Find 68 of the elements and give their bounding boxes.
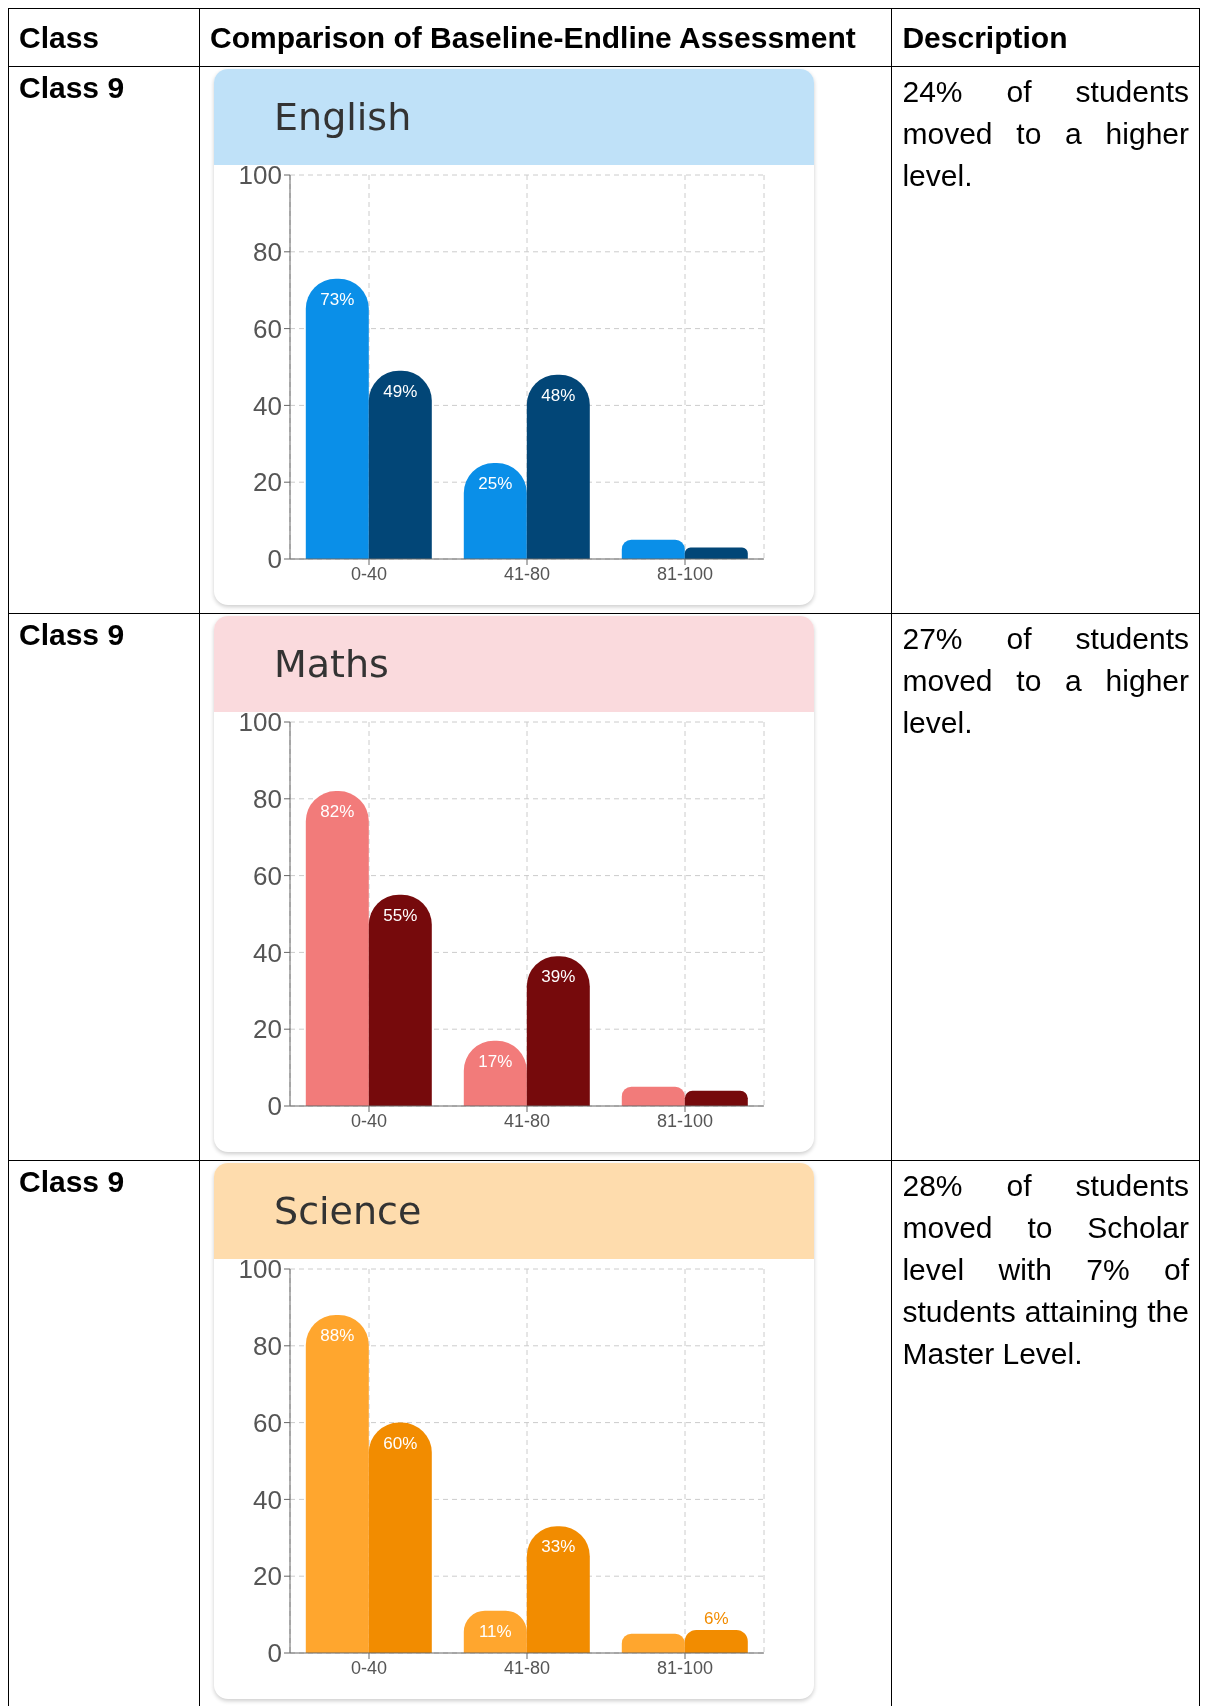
chart-title: Science	[274, 1189, 422, 1233]
y-tick-label: 100	[238, 160, 283, 191]
data-label: 11%	[478, 1621, 512, 1641]
y-tick-label: 60	[253, 1407, 283, 1438]
data-label: 25%	[478, 474, 513, 493]
data-label: 48%	[541, 385, 576, 405]
bar	[526, 1526, 590, 1653]
data-label: 49%	[383, 381, 418, 401]
y-tick-label: 20	[253, 1561, 283, 1592]
data-label: 60%	[383, 1433, 418, 1453]
y-tick-label: 20	[253, 1014, 283, 1045]
bar	[526, 956, 590, 1106]
text: 27% of students moved to a higher level.	[891, 613, 1200, 1161]
bar	[526, 374, 590, 559]
bar	[305, 1315, 369, 1653]
text: Class	[8, 8, 200, 67]
x-tick-label: 81-100	[657, 1657, 714, 1678]
data-label: 88%	[320, 1326, 355, 1346]
bar	[368, 1422, 432, 1653]
x-tick-label: 0-40	[351, 1110, 388, 1131]
chart-title: English	[274, 95, 412, 139]
text: Comparison of Baseline-Endline Assessment	[199, 8, 892, 67]
chart-title: Maths	[274, 642, 389, 686]
data-label: 82%	[320, 802, 355, 822]
x-tick-label: 0-40	[351, 563, 388, 584]
bar	[463, 463, 527, 559]
x-tick-label: 81-100	[657, 1110, 714, 1131]
y-tick-label: 80	[253, 237, 283, 268]
bar	[684, 1090, 748, 1106]
text: 28% of students moved to Scholar level with 7% of students attaining the Master Level.	[891, 1160, 1200, 1706]
bar	[684, 1629, 748, 1653]
y-tick-label: 0	[267, 1638, 283, 1669]
bar	[621, 539, 685, 559]
data-label: 33%	[541, 1537, 576, 1557]
x-tick-label: 41-80	[504, 1657, 551, 1678]
bar	[368, 894, 432, 1106]
y-tick-label: 20	[253, 467, 283, 498]
y-tick-label: 60	[253, 313, 283, 344]
bar	[621, 1633, 685, 1653]
x-tick-label: 0-40	[351, 1657, 388, 1678]
x-tick-label: 41-80	[504, 563, 551, 584]
bar	[621, 1086, 685, 1106]
bar	[305, 791, 369, 1106]
text: 24% of students moved to a higher level.	[891, 66, 1200, 614]
y-tick-label: 0	[267, 544, 283, 575]
data-label: 39%	[541, 967, 576, 987]
bar	[684, 547, 748, 559]
y-tick-label: 80	[253, 784, 283, 815]
data-label: 55%	[383, 905, 418, 925]
bar	[368, 370, 432, 559]
text: Class 9	[8, 613, 200, 1161]
data-label: 73%	[320, 289, 355, 309]
y-tick-label: 60	[253, 860, 283, 891]
x-tick-label: 81-100	[657, 563, 714, 584]
y-tick-label: 0	[267, 1091, 283, 1122]
y-tick-label: 40	[253, 1484, 283, 1515]
data-label: 6%	[704, 1608, 729, 1628]
data-label: 17%	[478, 1051, 513, 1071]
y-tick-label: 100	[238, 1254, 283, 1285]
y-tick-label: 40	[253, 937, 283, 968]
text: Class 9	[8, 66, 200, 614]
bar	[305, 278, 369, 559]
x-tick-label: 41-80	[504, 1110, 551, 1131]
y-tick-label: 40	[253, 390, 283, 421]
y-tick-label: 100	[238, 707, 283, 738]
text: Description	[891, 8, 1200, 67]
y-tick-label: 80	[253, 1331, 283, 1362]
text: Class 9	[8, 1160, 200, 1706]
